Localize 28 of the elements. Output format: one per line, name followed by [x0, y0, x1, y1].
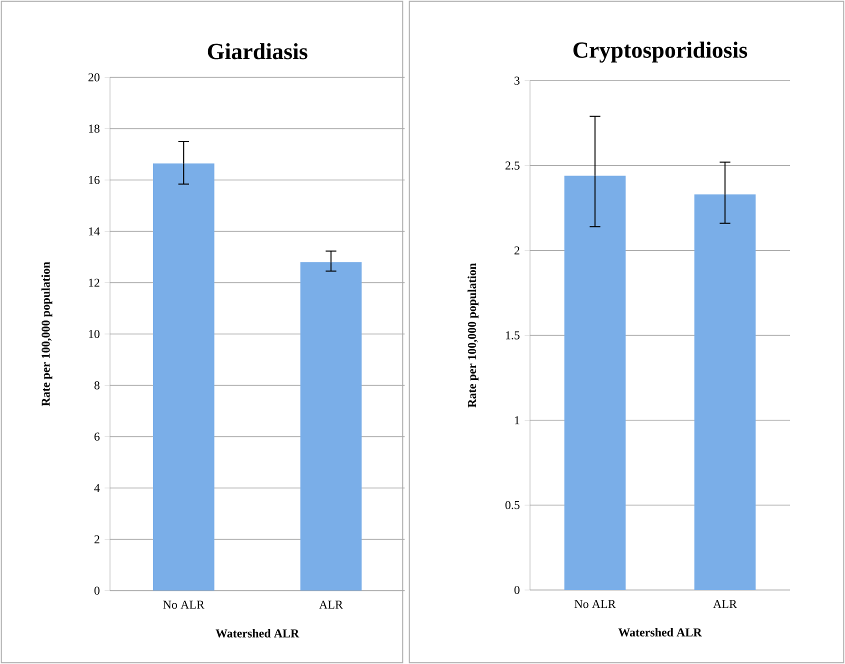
y-tick-label: 0	[514, 586, 520, 594]
y-tick-label: 14	[89, 227, 100, 236]
x-tick-label: No ALR	[163, 600, 204, 609]
x-axis-title: Watershed ALR	[216, 629, 300, 638]
y-tick-label: 2.5	[505, 161, 520, 170]
y-tick-label: 2	[94, 535, 100, 544]
y-tick-label: 8	[94, 381, 100, 390]
y-tick-label: 10	[89, 330, 100, 338]
y-axis-title: Rate per 100,000 population	[468, 263, 478, 408]
y-tick-label: 1	[515, 416, 520, 424]
y-tick-label: 6	[94, 432, 100, 441]
chart-title: Cryptosporidiosis	[573, 42, 748, 63]
y-tick-label: 0.5	[505, 501, 520, 510]
y-tick-label: 18	[89, 124, 100, 133]
y-axis-title: Rate per 100,000 population	[41, 262, 52, 406]
y-tick-label: 16	[89, 176, 100, 184]
y-tick-label: 12	[89, 278, 100, 287]
y-tick-label: 20	[88, 73, 100, 82]
x-axis-title: Watershed ALR	[618, 628, 702, 637]
x-tick-label: ALR	[713, 600, 737, 608]
x-tick-label: ALR	[319, 600, 343, 609]
x-tick-label: No ALR	[574, 600, 616, 608]
y-tick-label: 3	[514, 76, 520, 85]
y-tick-label: 0	[94, 586, 100, 595]
y-tick-label: 4	[94, 484, 100, 492]
y-tick-label: 1.5	[506, 331, 520, 340]
y-tick-label: 2	[514, 246, 520, 254]
chart-title: Giardiasis	[208, 43, 308, 60]
